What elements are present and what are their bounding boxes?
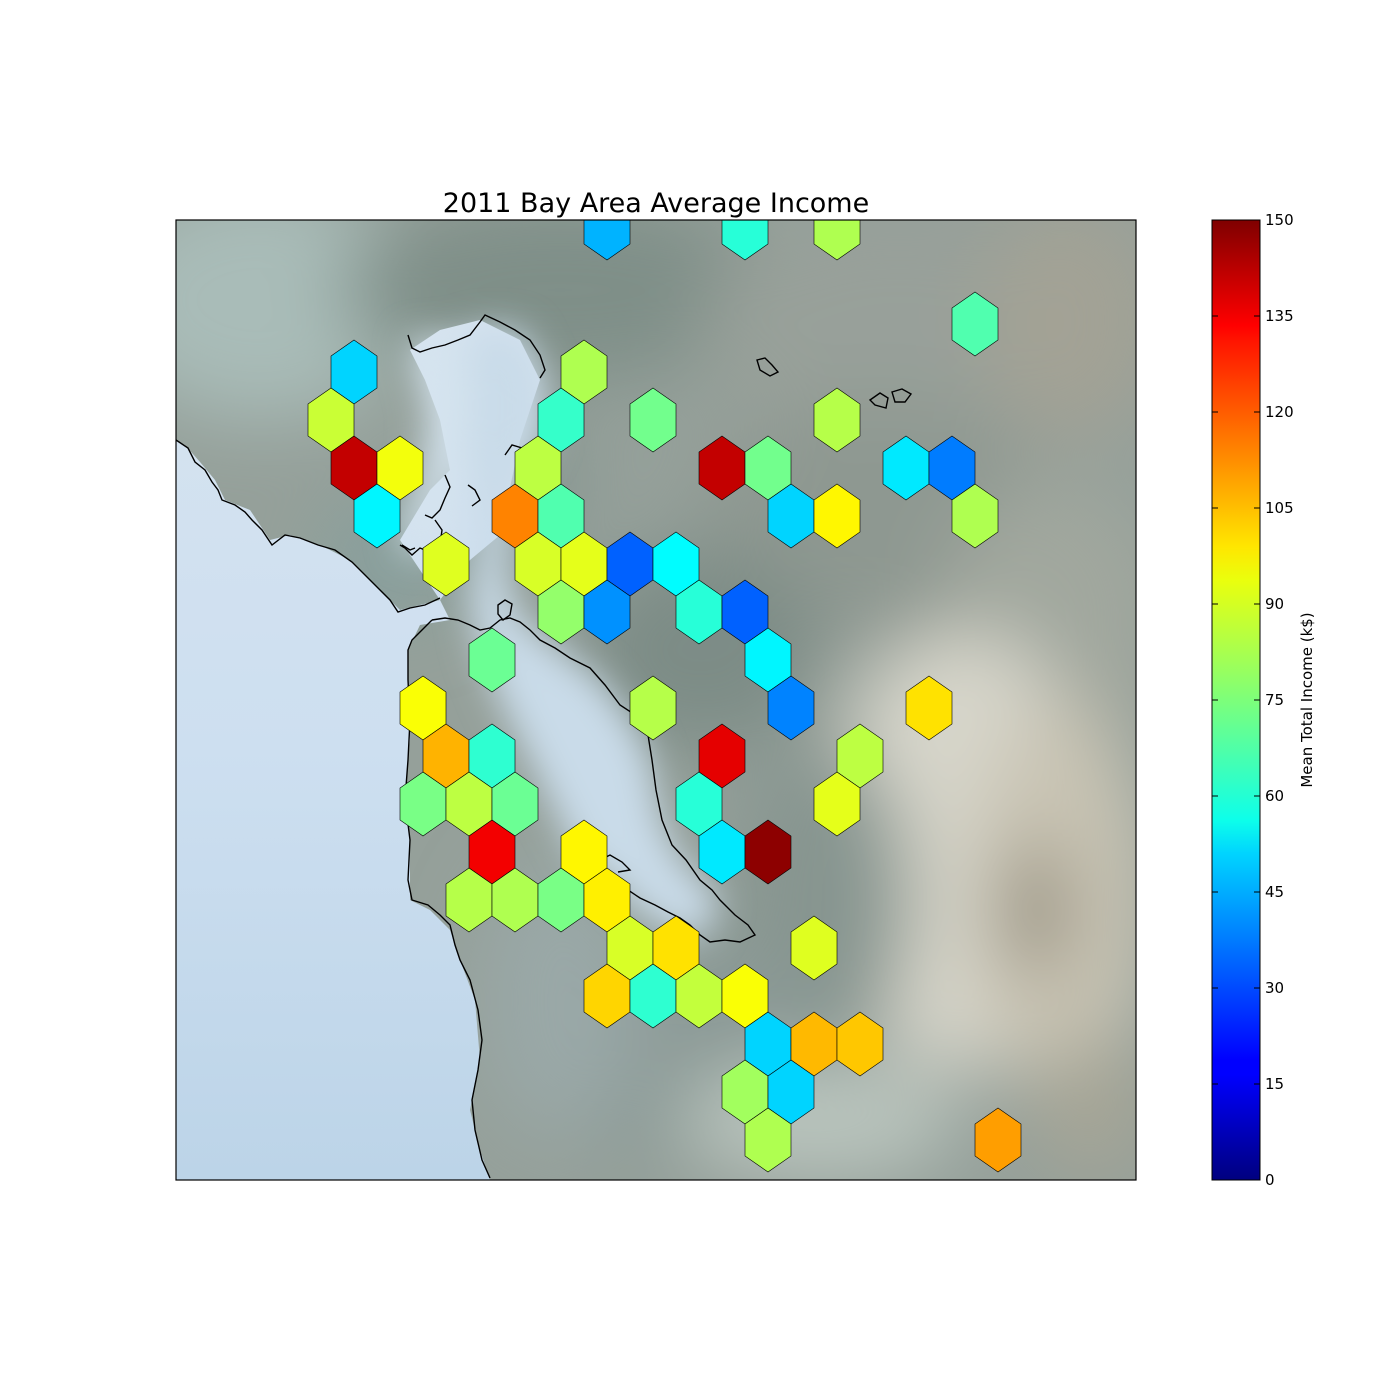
- hex-bin: [813, 771, 861, 837]
- hex-bin: [721, 220, 769, 261]
- hex-bin: [468, 627, 516, 693]
- hex-bin: [836, 1011, 884, 1077]
- bay-area: [400, 330, 720, 940]
- hex-bin: [813, 483, 861, 549]
- colorbar-tick-label: 45: [1265, 883, 1284, 901]
- colorbar-gradient: [1211, 219, 1261, 1181]
- hex-bin: [353, 483, 401, 549]
- colorbar-label: Mean Total Income (k$): [1298, 612, 1316, 787]
- hex-bin: [905, 675, 953, 741]
- hex-bin: [767, 675, 815, 741]
- hex-bin: [744, 1107, 792, 1173]
- colorbar-tick-label: 0: [1265, 1171, 1275, 1189]
- colorbar-tick-label: 30: [1265, 979, 1284, 997]
- colorbar-tick-label: 135: [1265, 307, 1294, 325]
- hex-bin: [974, 1107, 1022, 1173]
- hex-bin: [629, 387, 677, 453]
- hex-bin: [790, 915, 838, 981]
- map-frame: [175, 219, 1137, 1181]
- hex-bin: [583, 579, 631, 645]
- hex-bin: [813, 387, 861, 453]
- colorbar-tick-label: 75: [1265, 691, 1284, 709]
- colorbar-tick-label: 15: [1265, 1075, 1284, 1093]
- hex-bin: [422, 531, 470, 597]
- colorbar-ticks: 0 15 30 45 60 75 90 105 120 135 150: [1212, 211, 1294, 1189]
- hex-bin: [744, 819, 792, 885]
- hex-bin: [629, 675, 677, 741]
- colorbar-tick-label: 150: [1265, 211, 1294, 229]
- map-area: [176, 220, 1136, 1180]
- colorbar: 0 15 30 45 60 75 90 105 120 135 150 Mean Total Inc…: [1211, 211, 1316, 1189]
- hex-bin: [813, 220, 861, 261]
- hex-bin: [583, 220, 631, 261]
- hex-bin: [951, 483, 999, 549]
- colorbar-tick-label: 105: [1265, 499, 1294, 517]
- coastline: [176, 314, 913, 1179]
- colorbar-tick-label: 120: [1265, 403, 1294, 421]
- colorbar-tick-label: 90: [1265, 595, 1284, 613]
- colorbar-tick-label: 60: [1265, 787, 1284, 805]
- hex-bin: [951, 291, 999, 357]
- hexbin-layer: [307, 220, 1022, 1173]
- chart-title: 2011 Bay Area Average Income: [443, 188, 869, 219]
